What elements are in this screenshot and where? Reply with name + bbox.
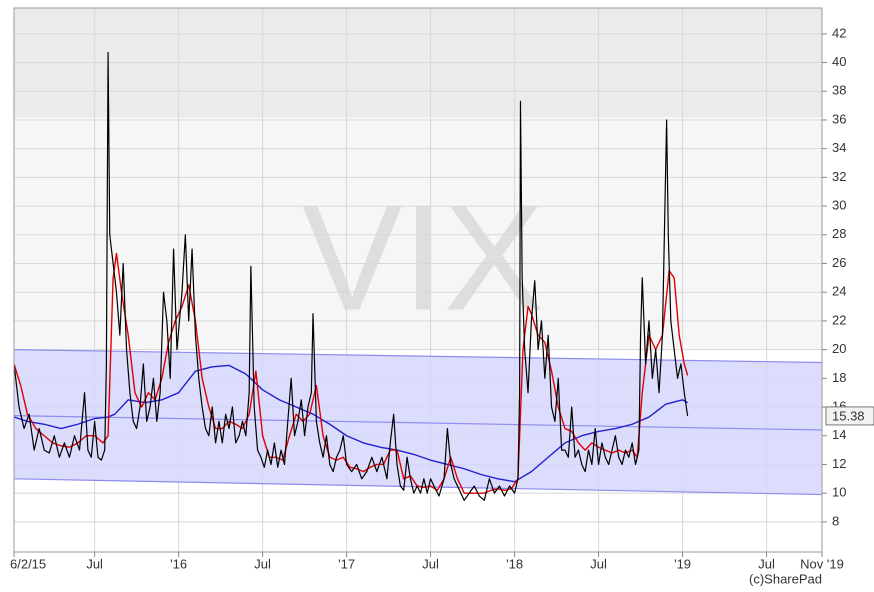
- x-tick-label: '18: [506, 556, 523, 571]
- x-tick-label: Jul: [422, 556, 439, 571]
- y-tick-label: 20: [832, 341, 846, 356]
- x-tick-label: Jul: [590, 556, 607, 571]
- y-tick-label: 34: [832, 140, 846, 155]
- regression-channel: [14, 349, 822, 495]
- plot-layer: VIX: [14, 8, 822, 552]
- y-tick-label: 12: [832, 456, 846, 471]
- x-tick-label: Jul: [86, 556, 103, 571]
- channel-line: [14, 415, 822, 431]
- credit: (c)SharePad: [749, 571, 822, 586]
- last-value-box: [825, 406, 874, 426]
- y-tick-label: 38: [832, 83, 846, 98]
- y-tick-label: 8: [832, 513, 839, 528]
- x-tick-label: '16: [170, 556, 187, 571]
- channel-line: [14, 349, 822, 364]
- y-tick-label: 36: [832, 111, 846, 126]
- y-tick-label: 24: [832, 284, 846, 299]
- y-tick-label: 32: [832, 169, 846, 184]
- y-tick-label: 10: [832, 485, 846, 500]
- series-line: [14, 252, 689, 494]
- x-tick-label: Nov '19: [800, 556, 844, 571]
- y-tick-label: 40: [832, 54, 846, 69]
- x-tick-label: Jul: [254, 556, 271, 571]
- y-tick-label: 22: [832, 312, 846, 327]
- y-tick-label: 26: [832, 255, 846, 270]
- last-value-label: 15.38: [832, 408, 865, 423]
- series-line: [14, 51, 689, 501]
- series-line: [14, 364, 688, 483]
- y-tick-label: 42: [832, 25, 846, 40]
- x-tick-label: '17: [338, 556, 355, 571]
- y-tick-label: 14: [832, 427, 846, 442]
- plot-border: [13, 7, 823, 553]
- watermark: VIX: [302, 174, 544, 342]
- y-tick-label: 18: [832, 370, 846, 385]
- band: [14, 117, 822, 350]
- y-tick-label: 28: [832, 226, 846, 241]
- x-tick-label: 6/2/15: [10, 556, 46, 571]
- y-tick-label: 30: [832, 198, 846, 213]
- x-tick-label: Jul: [758, 556, 775, 571]
- x-tick-label: '19: [674, 556, 691, 571]
